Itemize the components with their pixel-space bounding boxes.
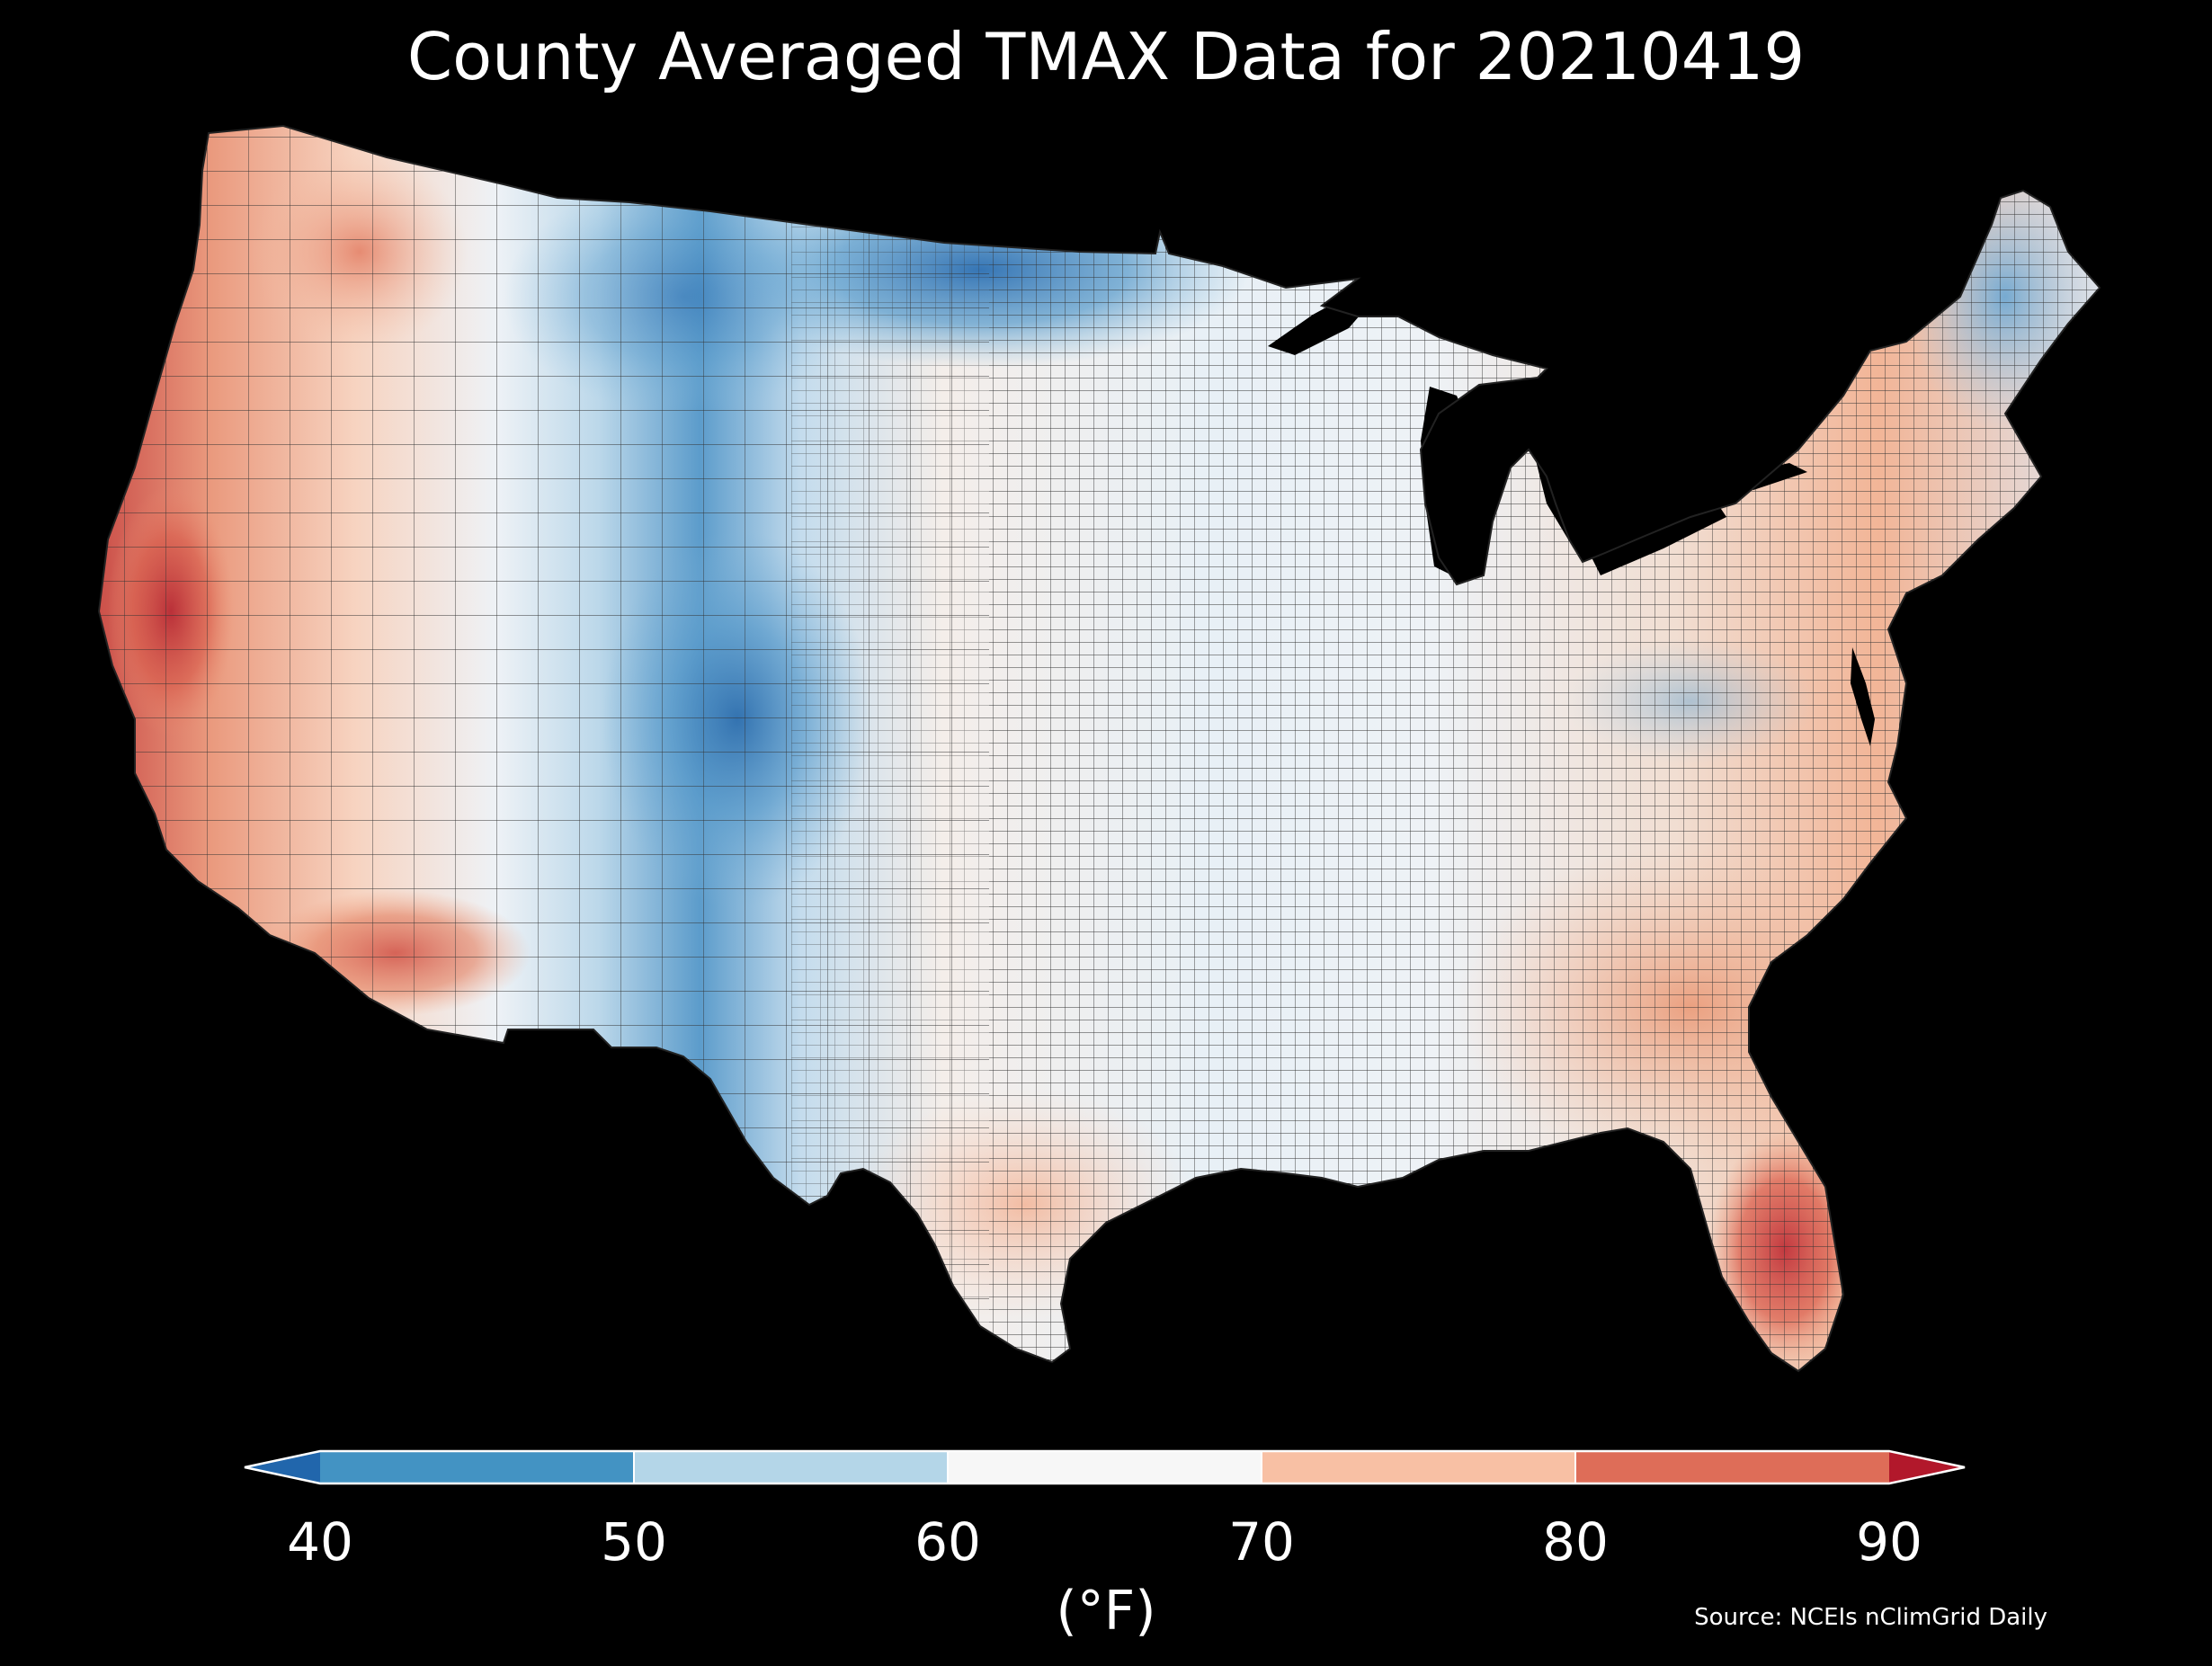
colorbar-outline <box>244 1449 1966 1485</box>
map-title: County Averaged TMAX Data for 20210419 <box>406 19 1806 94</box>
colorbar-extend-high <box>1889 1451 1965 1483</box>
colorbar-segment-60-70 <box>948 1451 1262 1483</box>
colorbar-tick-80: 80 <box>1542 1511 1609 1572</box>
us-outline <box>97 124 2101 1373</box>
colorbar-tick-60: 60 <box>914 1511 981 1572</box>
colorbar-segment-70-80 <box>1262 1451 1575 1483</box>
colorbar-unit-label: (°F) <box>1056 1580 1156 1643</box>
colorbar-extend-low <box>245 1451 320 1483</box>
chesapeake-bay <box>1851 647 1875 746</box>
colorbar-segment-50-60 <box>634 1451 948 1483</box>
colorbar-tick-40: 40 <box>287 1511 353 1572</box>
colorbar-segment-40-50 <box>320 1451 634 1483</box>
colorbar-segment-80-90 <box>1575 1451 1889 1483</box>
source-credit: Source: NCEIs nClimGrid Daily <box>1694 1604 2047 1631</box>
colorbar-tick-50: 50 <box>601 1511 667 1572</box>
colorbar-tick-70: 70 <box>1228 1511 1295 1572</box>
colorbar-tick-90: 90 <box>1856 1511 1922 1572</box>
lake-erie <box>1592 503 1726 575</box>
